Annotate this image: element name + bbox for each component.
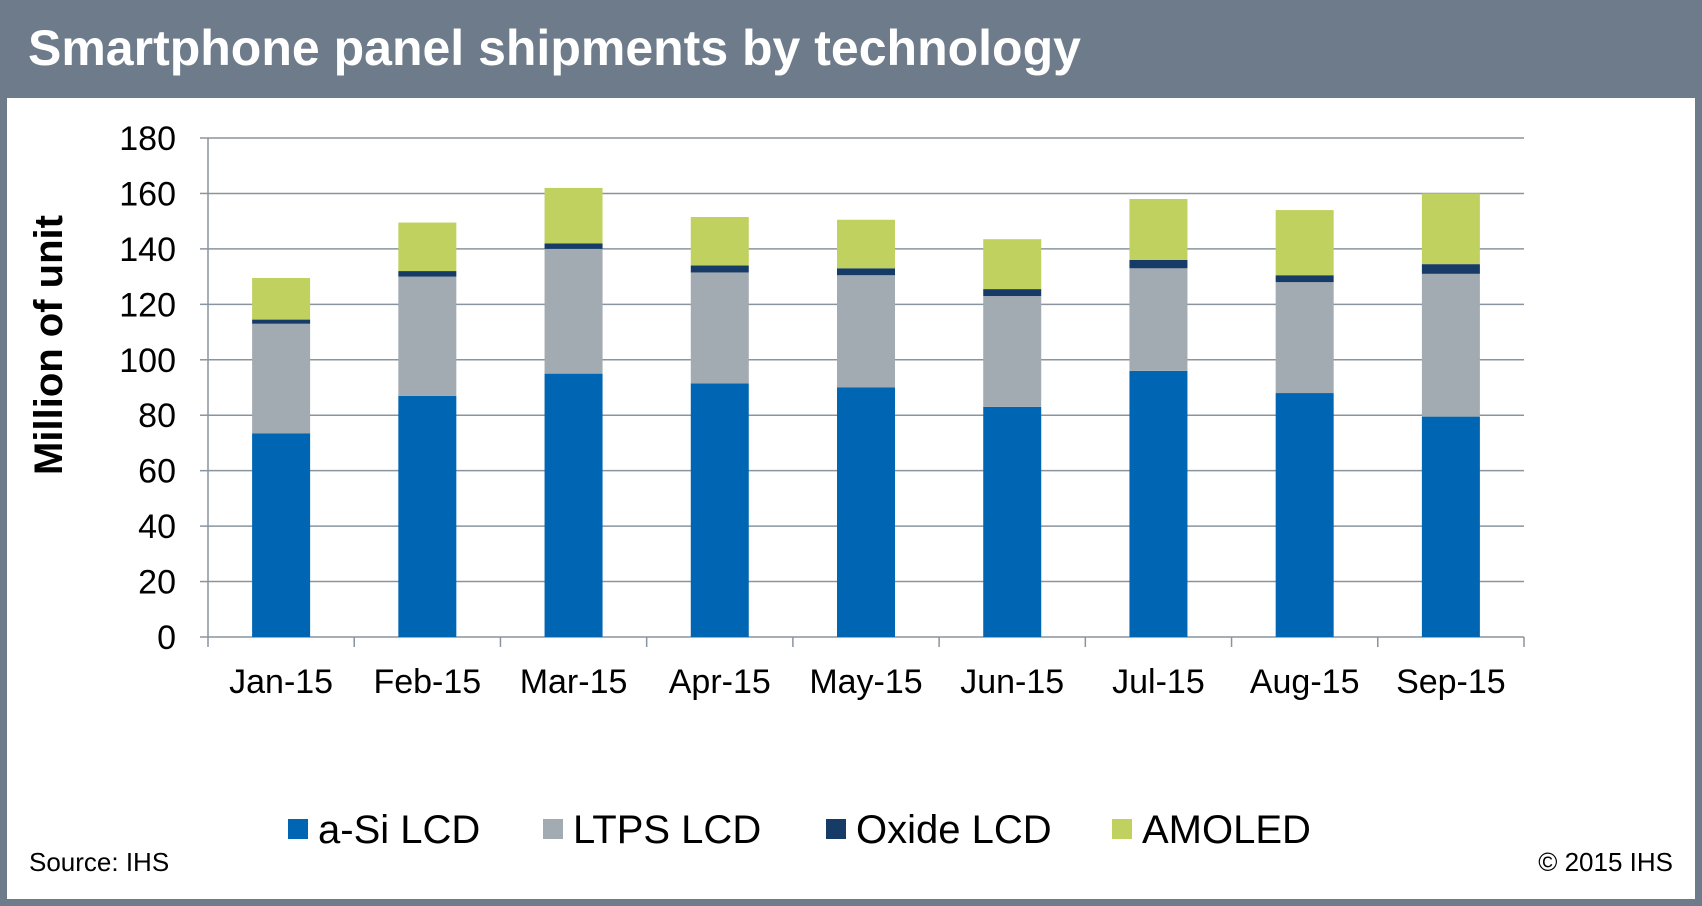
bar-a-si-lcd-sep-15 [1421, 416, 1480, 637]
bar-ltps-lcd-jan-15 [252, 323, 311, 434]
bar-ltps-lcd-apr-15 [690, 272, 749, 384]
bar-oxide-lcd-feb-15 [398, 271, 457, 277]
legend-swatch [288, 819, 308, 839]
x-tick-label: May-15 [809, 663, 922, 701]
x-tick-label: Jun-15 [960, 663, 1064, 701]
y-tick-label: 160 [119, 175, 176, 213]
x-tick-label: Jul-15 [1112, 663, 1205, 701]
bar-ltps-lcd-jul-15 [1129, 268, 1188, 371]
y-tick-label: 60 [138, 453, 176, 491]
y-tick-label: 20 [138, 564, 176, 602]
legend-label: Oxide LCD [856, 808, 1052, 852]
chart-title: Smartphone panel shipments by technology [28, 20, 1081, 76]
copyright-note: © 2015 IHS [1538, 847, 1673, 877]
y-tick-label: 120 [119, 286, 176, 324]
bar-amoled-apr-15 [690, 217, 749, 266]
bar-amoled-sep-15 [1421, 193, 1480, 265]
y-tick-label: 140 [119, 231, 176, 269]
x-tick-label: Aug-15 [1250, 663, 1360, 701]
bar-amoled-feb-15 [398, 222, 457, 272]
bar-ltps-lcd-feb-15 [398, 276, 457, 396]
bar-oxide-lcd-jul-15 [1129, 259, 1188, 269]
x-tick-label: Mar-15 [520, 663, 628, 701]
bar-amoled-may-15 [837, 219, 895, 269]
legend-label: a-Si LCD [318, 808, 480, 852]
bar-oxide-lcd-jan-15 [252, 319, 311, 324]
legend-swatch [826, 819, 846, 839]
legend-label: LTPS LCD [573, 808, 761, 852]
bar-oxide-lcd-jun-15 [983, 289, 1042, 297]
bar-ltps-lcd-jun-15 [983, 296, 1042, 407]
bar-a-si-lcd-may-15 [837, 387, 895, 637]
x-tick-label: Feb-15 [373, 663, 481, 701]
bar-oxide-lcd-aug-15 [1275, 275, 1334, 283]
bar-ltps-lcd-sep-15 [1421, 273, 1480, 417]
bar-oxide-lcd-mar-15 [544, 243, 603, 249]
bar-amoled-aug-15 [1275, 210, 1334, 276]
legend-swatch [1112, 819, 1132, 839]
y-axis-title: Million of unit [27, 215, 71, 475]
bar-a-si-lcd-jun-15 [983, 406, 1042, 637]
bar-a-si-lcd-feb-15 [398, 395, 457, 637]
y-tick-label: 80 [138, 397, 176, 435]
bar-a-si-lcd-aug-15 [1275, 393, 1334, 637]
bar-a-si-lcd-mar-15 [544, 373, 603, 637]
source-note: Source: IHS [29, 847, 170, 877]
bar-a-si-lcd-apr-15 [690, 383, 749, 637]
bar-amoled-jul-15 [1129, 198, 1188, 260]
bar-a-si-lcd-jul-15 [1129, 370, 1188, 637]
bar-ltps-lcd-mar-15 [544, 248, 603, 374]
x-tick-label: Sep-15 [1396, 663, 1506, 701]
bar-oxide-lcd-may-15 [837, 268, 895, 276]
legend-swatch [543, 819, 563, 839]
x-tick-label: Apr-15 [669, 663, 771, 701]
bar-amoled-jan-15 [252, 277, 311, 320]
y-tick-label: 0 [157, 619, 176, 657]
bar-ltps-lcd-may-15 [837, 275, 895, 388]
bar-oxide-lcd-sep-15 [1421, 264, 1480, 274]
bar-oxide-lcd-apr-15 [690, 265, 749, 273]
bar-amoled-mar-15 [544, 187, 603, 244]
bar-amoled-jun-15 [983, 239, 1042, 290]
y-tick-label: 180 [119, 120, 176, 158]
title-bar: Smartphone panel shipments by technology [0, 0, 1702, 98]
bar-ltps-lcd-aug-15 [1275, 282, 1334, 394]
y-tick-label: 100 [119, 342, 176, 380]
y-tick-label: 40 [138, 508, 176, 546]
bar-a-si-lcd-jan-15 [252, 433, 311, 637]
legend-label: AMOLED [1142, 808, 1311, 852]
x-tick-label: Jan-15 [229, 663, 333, 701]
